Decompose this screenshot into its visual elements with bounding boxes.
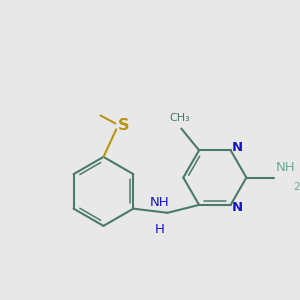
- Text: NH: NH: [276, 161, 296, 174]
- Text: N: N: [232, 141, 243, 154]
- Text: 2: 2: [294, 182, 300, 191]
- Text: CH₃: CH₃: [169, 113, 190, 123]
- Text: S: S: [118, 118, 130, 133]
- Text: H: H: [155, 223, 165, 236]
- Text: NH: NH: [150, 196, 169, 209]
- Text: N: N: [232, 201, 243, 214]
